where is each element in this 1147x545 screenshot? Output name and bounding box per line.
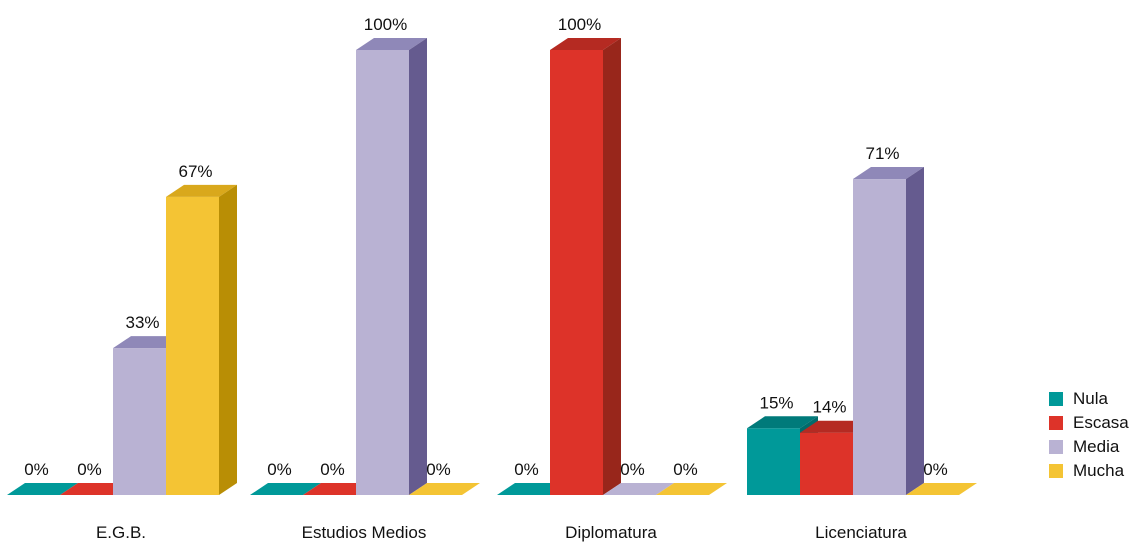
- category-label-e-g-b: E.G.B.: [96, 523, 146, 542]
- bar-licenciatura-media-front: [853, 179, 906, 496]
- legend-swatch-mucha: [1049, 464, 1063, 478]
- data-label-licenciatura-mucha: 0%: [923, 460, 948, 479]
- bar-licenciatura-escasa-front: [800, 432, 853, 495]
- data-label-estudios-medios-escasa: 0%: [320, 460, 345, 479]
- legend: Nula Escasa Media Mucha: [1049, 387, 1129, 483]
- bar-diplomatura-escasa-top: [550, 38, 621, 50]
- bar-estudios-medios-mucha-floor: [409, 483, 480, 495]
- data-label-licenciatura-nula: 15%: [759, 393, 793, 412]
- legend-label-mucha: Mucha: [1073, 461, 1125, 480]
- legend-item-mucha: Mucha: [1049, 459, 1129, 483]
- bar-licenciatura-nula-front: [747, 428, 800, 495]
- bar-e-g-b-mucha-top: [166, 184, 237, 197]
- category-label-diplomatura: Diplomatura: [565, 523, 657, 542]
- bar-diplomatura-media-floor: [603, 483, 674, 495]
- legend-swatch-media: [1049, 440, 1063, 454]
- bar-estudios-medios-media-side: [409, 38, 427, 495]
- legend-label-nula: Nula: [1073, 389, 1108, 408]
- category-label-licenciatura: Licenciatura: [815, 523, 907, 542]
- bar-e-g-b-mucha-side: [219, 184, 237, 495]
- data-label-e-g-b-media: 33%: [125, 313, 159, 332]
- data-label-estudios-medios-media: 100%: [364, 15, 407, 34]
- bar-diplomatura-escasa-side: [603, 38, 621, 495]
- bar-diplomatura-escasa-front: [550, 50, 603, 495]
- legend-swatch-nula: [1049, 392, 1063, 406]
- data-label-estudios-medios-nula: 0%: [267, 460, 292, 479]
- data-label-e-g-b-escasa: 0%: [77, 460, 102, 479]
- legend-label-media: Media: [1073, 437, 1120, 456]
- data-label-licenciatura-escasa: 14%: [812, 398, 846, 417]
- data-label-diplomatura-media: 0%: [620, 460, 645, 479]
- legend-swatch-escasa: [1049, 416, 1063, 430]
- data-label-estudios-medios-mucha: 0%: [426, 460, 451, 479]
- bar-estudios-medios-media-top: [356, 38, 427, 50]
- data-label-e-g-b-nula: 0%: [24, 460, 49, 479]
- data-label-diplomatura-nula: 0%: [514, 460, 539, 479]
- bar-e-g-b-mucha-front: [166, 196, 219, 495]
- bar-licenciatura-mucha-floor: [906, 483, 977, 495]
- data-label-diplomatura-escasa: 100%: [558, 15, 601, 34]
- category-label-estudios-medios: Estudios Medios: [302, 523, 427, 542]
- bar-licenciatura-media-side: [906, 167, 924, 496]
- legend-item-escasa: Escasa: [1049, 411, 1129, 435]
- legend-label-escasa: Escasa: [1073, 413, 1129, 432]
- legend-item-media: Media: [1049, 435, 1129, 459]
- bar-licenciatura-nula-top: [747, 416, 818, 429]
- bar-diplomatura-mucha-floor: [656, 483, 727, 495]
- bar-estudios-medios-media-front: [356, 50, 409, 495]
- data-label-licenciatura-media: 71%: [865, 144, 899, 163]
- data-label-e-g-b-mucha: 67%: [178, 162, 212, 181]
- data-label-diplomatura-mucha: 0%: [673, 460, 698, 479]
- bar-licenciatura-media-top: [853, 167, 924, 180]
- bar-e-g-b-media-front: [113, 348, 166, 495]
- bar-e-g-b-nula-floor: [7, 483, 78, 495]
- legend-item-nula: Nula: [1049, 387, 1129, 411]
- bar-estudios-medios-nula-floor: [250, 483, 321, 495]
